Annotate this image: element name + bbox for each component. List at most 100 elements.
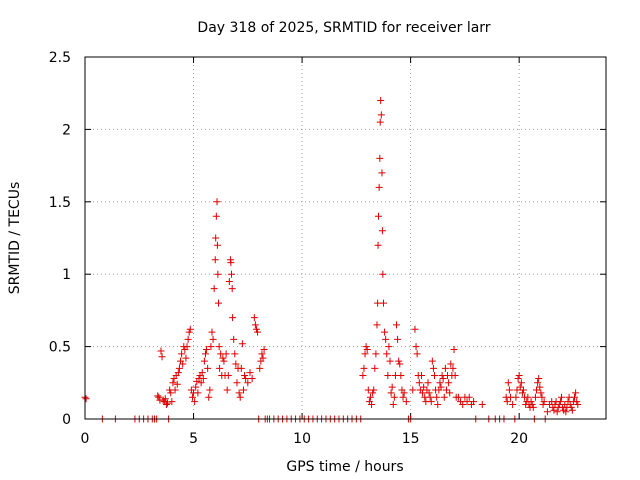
data-point bbox=[440, 393, 448, 401]
data-point bbox=[509, 401, 517, 409]
data-point bbox=[411, 325, 419, 333]
data-point bbox=[204, 364, 212, 372]
x-tick-label: 0 bbox=[81, 431, 90, 447]
data-point bbox=[373, 321, 381, 329]
data-point bbox=[382, 335, 390, 343]
data-point bbox=[454, 393, 462, 401]
data-point bbox=[441, 364, 449, 372]
data-point bbox=[174, 369, 182, 377]
data-point bbox=[446, 389, 454, 397]
data-point bbox=[412, 343, 420, 351]
data-point bbox=[517, 379, 525, 387]
data-point bbox=[231, 350, 239, 358]
data-point bbox=[194, 389, 202, 397]
data-point bbox=[447, 360, 455, 368]
data-point bbox=[518, 389, 526, 397]
data-point bbox=[413, 350, 421, 358]
data-point bbox=[463, 398, 471, 406]
data-point bbox=[393, 321, 401, 329]
data-point bbox=[192, 383, 200, 391]
data-point bbox=[375, 183, 383, 191]
data-point bbox=[515, 372, 523, 380]
data-point bbox=[531, 393, 539, 401]
data-point bbox=[370, 386, 378, 394]
data-point bbox=[504, 379, 512, 387]
data-point bbox=[397, 372, 405, 380]
data-point bbox=[212, 234, 220, 242]
data-point bbox=[186, 325, 194, 333]
data-point bbox=[527, 398, 535, 406]
data-point bbox=[252, 325, 260, 333]
data-point bbox=[206, 386, 214, 394]
data-point bbox=[377, 96, 385, 104]
data-point bbox=[556, 398, 564, 406]
data-point bbox=[386, 357, 394, 365]
data-point bbox=[201, 350, 209, 358]
data-point bbox=[179, 360, 187, 368]
data-point bbox=[244, 379, 252, 387]
data-point bbox=[528, 401, 536, 409]
data-point bbox=[396, 360, 404, 368]
data-point bbox=[254, 328, 262, 336]
data-point bbox=[566, 401, 574, 409]
data-point bbox=[540, 398, 548, 406]
data-point bbox=[371, 364, 379, 372]
data-point bbox=[203, 345, 211, 353]
data-point bbox=[236, 393, 244, 401]
data-point bbox=[378, 227, 386, 235]
data-point bbox=[539, 401, 547, 409]
data-point bbox=[478, 401, 486, 409]
data-points bbox=[81, 96, 582, 423]
data-point bbox=[429, 364, 437, 372]
data-point bbox=[360, 364, 368, 372]
data-point bbox=[215, 299, 223, 307]
data-point bbox=[520, 386, 528, 394]
data-point bbox=[200, 357, 208, 365]
data-point bbox=[535, 374, 543, 382]
data-point bbox=[417, 372, 425, 380]
data-point bbox=[409, 386, 417, 394]
data-point bbox=[571, 393, 579, 401]
y-tick-label: 1.5 bbox=[49, 195, 71, 211]
data-point bbox=[239, 386, 247, 394]
data-point bbox=[374, 299, 382, 307]
data-point bbox=[82, 395, 90, 403]
y-axis-label: SRMTID / TECUs bbox=[7, 182, 23, 295]
data-point bbox=[227, 259, 235, 267]
x-tick-label: 10 bbox=[293, 431, 311, 447]
data-point bbox=[394, 335, 402, 343]
data-point bbox=[390, 393, 398, 401]
data-point bbox=[379, 270, 387, 278]
data-point bbox=[573, 398, 581, 406]
data-point bbox=[381, 328, 389, 336]
y-tick-label: 2.5 bbox=[49, 50, 71, 66]
data-point bbox=[162, 401, 170, 409]
data-point bbox=[175, 364, 183, 372]
data-point bbox=[171, 386, 179, 394]
data-point bbox=[229, 314, 237, 322]
data-point bbox=[208, 328, 216, 336]
data-point bbox=[216, 364, 224, 372]
data-point bbox=[433, 393, 441, 401]
data-point bbox=[248, 374, 256, 382]
data-point bbox=[184, 335, 192, 343]
data-point bbox=[246, 369, 254, 377]
data-point bbox=[209, 335, 217, 343]
data-point bbox=[568, 406, 576, 414]
data-point bbox=[505, 386, 513, 394]
data-point bbox=[557, 393, 565, 401]
data-point bbox=[395, 357, 403, 365]
data-point bbox=[361, 350, 369, 358]
data-point bbox=[400, 389, 408, 397]
data-point bbox=[212, 212, 220, 220]
data-point bbox=[155, 393, 163, 401]
y-tick-label: 0 bbox=[62, 412, 71, 428]
data-point bbox=[451, 372, 459, 380]
data-point bbox=[183, 343, 191, 351]
x-tick-label: 15 bbox=[402, 431, 420, 447]
data-point bbox=[449, 364, 457, 372]
data-point bbox=[377, 111, 385, 119]
data-point bbox=[178, 350, 186, 358]
data-point bbox=[154, 392, 162, 400]
data-point bbox=[434, 401, 442, 409]
